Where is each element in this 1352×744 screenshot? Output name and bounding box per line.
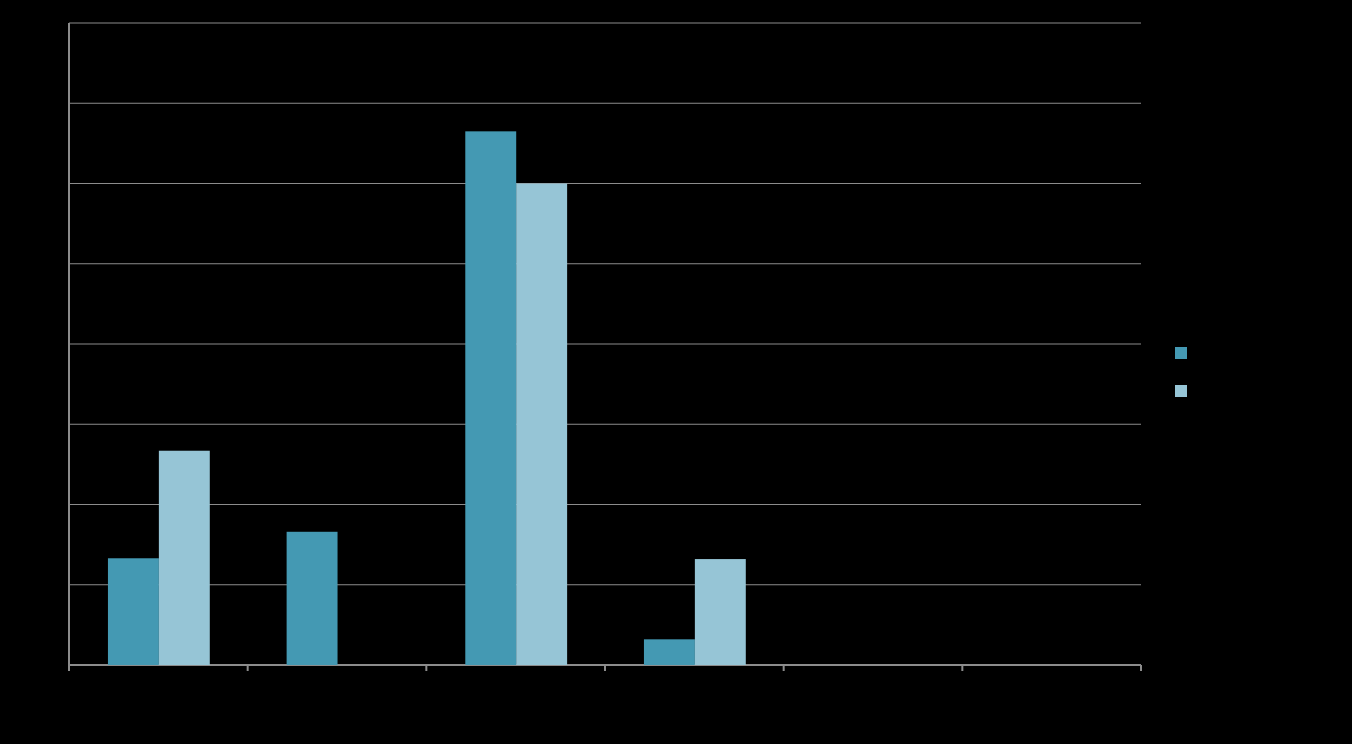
bar (465, 131, 517, 665)
legend-swatch (1175, 347, 1187, 359)
bar (643, 639, 695, 665)
bar (158, 450, 210, 665)
bar (107, 558, 159, 665)
legend-swatch (1175, 385, 1187, 397)
bar (694, 559, 746, 665)
bar (516, 183, 568, 665)
bar (286, 531, 338, 665)
